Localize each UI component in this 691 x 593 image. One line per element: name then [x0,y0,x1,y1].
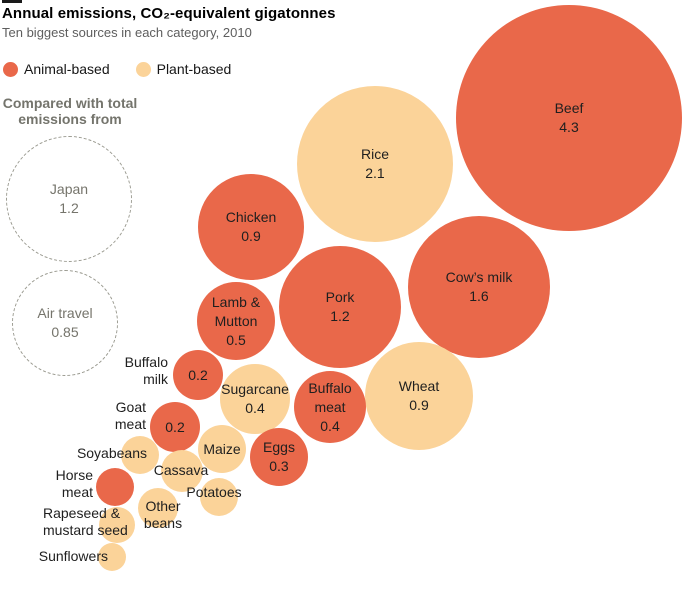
comparison-note-line1: Compared with total [2,95,138,111]
bubble-horse-meat [96,468,134,506]
chart-subtitle: Ten biggest sources in each category, 20… [2,25,252,40]
bubble-maize [198,425,246,473]
comparison-note-line2: emissions from [18,111,122,127]
comparison-label-japan: Japan 1.2 [49,181,89,216]
legend-label-plant-based: Plant-based [156,61,232,77]
bubble-label-sugarcane: Sugarcane 0.4 [221,381,289,416]
bubble-label-goat-meat: 0.2 [165,419,185,435]
bubble-name-label-goat-meat: Goat meat [114,399,146,432]
bubble-cassava [161,450,203,492]
bubble-sunflowers [98,543,126,571]
bubble-eggs [250,428,308,486]
legend: Animal-based Plant-based [3,61,231,77]
bubble-buffalo-meat [294,371,366,443]
comparison-label-air-travel: Air travel 0.85 [37,305,93,340]
legend-item-animal-based: Animal-based [3,61,110,77]
plant-based-dot-icon [135,61,151,77]
bubble-name-label-sunflowers: Sunflowers [38,548,108,564]
bubble-label-buffalo-milk: 0.2 [188,367,208,383]
comparison-note: Compared with total emissions from [0,95,140,127]
comparison-circle-air-travel [12,270,118,376]
bubble-lamb-mutton [197,282,275,360]
bubble-goat-meat [150,402,200,452]
bubble-label-buffalo-meat: Buffalo meat 0.4 [308,380,352,434]
bubble-label-wheat: Wheat 0.9 [398,378,440,413]
bubble-soyabeans [121,436,159,474]
bubble-chicken [198,174,304,280]
bubble-name-label-other-beans: Other beans [143,498,183,531]
bubble-name-label-cassava: Cassava [153,462,209,478]
legend-label-animal-based: Animal-based [24,61,110,77]
bubble-beef [456,5,682,231]
bubble-other-beans [138,488,178,528]
bubble-name-label-potatoes: Potatoes [186,484,242,500]
title-rule [2,0,22,3]
legend-item-plant-based: Plant-based [135,61,232,77]
bubble-rapeseed-mustard-seed [99,507,135,543]
bubble-name-label-horse-meat: Horse meat [55,467,93,500]
bubble-sugarcane [220,364,290,434]
animal-based-dot-icon [3,61,18,77]
bubble-name-label-rapeseed-mustard-seed: Rapeseed & mustard seed [43,505,128,538]
bubble-label-rice: Rice 2.1 [360,146,390,181]
bubble-pork [279,246,401,368]
bubble-buffalo-milk [173,350,223,400]
bubble-label-pork: Pork 1.2 [325,289,355,324]
comparison-circle-japan [6,136,132,262]
bubble-label-beef: Beef 4.3 [554,100,584,135]
bubble-label-cow-s-milk: Cow’s milk 1.6 [445,269,513,304]
page-title: Annual emissions, CO₂-equivalent gigaton… [2,5,336,22]
bubble-label-lamb-mutton: Lamb & Mutton 0.5 [211,294,261,348]
bubble-name-label-buffalo-milk: Buffalo milk [124,354,168,387]
bubble-name-label-soyabeans: Soyabeans [76,445,147,461]
bubble-cow-s-milk [408,216,550,358]
bubble-rice [297,86,453,242]
bubble-wheat [365,342,473,450]
bubble-label-eggs: Eggs 0.3 [263,439,295,474]
bubble-label-maize: Maize [203,441,241,457]
bubble-potatoes [200,478,238,516]
bubble-label-chicken: Chicken 0.9 [225,209,277,244]
